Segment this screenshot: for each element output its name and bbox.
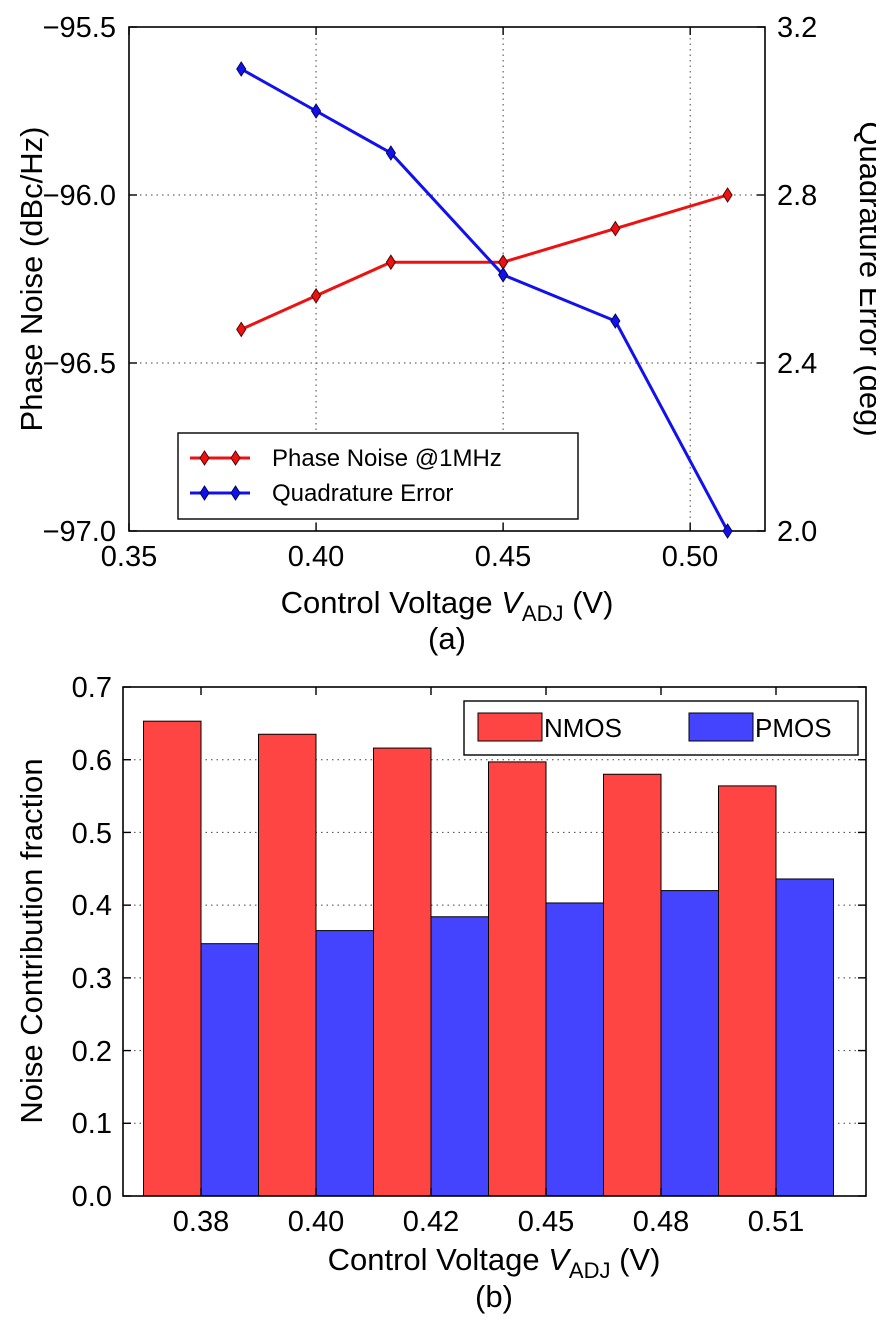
chart-b-x-tick-labels: 0.38 0.40 0.42 0.45 0.48 0.51 <box>173 1206 804 1238</box>
chart-b-caption: (b) <box>475 1279 513 1314</box>
chart-a-phase-noise-quadrature: 0.35 0.40 0.45 0.50 −95.5 −96.0 −96.5 −9… <box>14 12 876 656</box>
a-y-left-tick-label-1: −96.0 <box>43 180 116 212</box>
b-x-tick-label-1: 0.40 <box>288 1206 344 1238</box>
legend-b-pmos-swatch <box>688 712 754 742</box>
a-series-1-point-0 <box>236 61 247 77</box>
b-bar-nmos-0 <box>143 720 202 1197</box>
a-x-tick-label-1: 0.40 <box>288 541 344 573</box>
chart-a-legend-box <box>177 432 579 520</box>
legend-b-nmos-label: NMOS <box>544 713 622 743</box>
a-series-0-point-2 <box>385 254 396 271</box>
a-series-0-point-1 <box>310 287 322 304</box>
a-y-left-tick-label-2: −96.5 <box>43 348 116 380</box>
a-series-1-point-3 <box>498 266 509 283</box>
a-x-tick-label-0: 0.35 <box>101 541 157 573</box>
b-y-tick-label-1: 0.1 <box>72 1108 112 1140</box>
chart-a-legend: Phase Noise @1MHz Quadrature Error <box>177 432 579 520</box>
a-series-0-point-5 <box>722 187 733 203</box>
b-bar-pmos-3 <box>545 902 604 1197</box>
chart-a-caption: (a) <box>428 621 466 656</box>
b-bar-pmos-2 <box>430 916 489 1197</box>
legend-a-qe-label: Quadrature Error <box>272 480 453 507</box>
a-y-right-tick-label-0: 3.2 <box>777 12 817 44</box>
legend-a-qe-marker-2 <box>230 485 241 501</box>
b-x-tick-label-5: 0.51 <box>748 1206 804 1238</box>
chart-a-series <box>236 61 733 539</box>
a-series-line-0 <box>240 193 729 331</box>
b-y-tick-label-6: 0.6 <box>72 745 112 777</box>
chart-a-tick-marks <box>128 26 765 532</box>
legend-a-pn-label: Phase Noise @1MHz <box>272 445 502 472</box>
chart-b-noise-contribution: 0.0 0.1 0.2 0.3 0.4 0.5 0.6 0.7 0.38 0.4… <box>14 672 867 1314</box>
a-series-0-point-4 <box>610 220 621 237</box>
b-bar-nmos-3 <box>488 761 547 1197</box>
legend-a-pn-marker-2 <box>230 450 241 466</box>
a-series-0-point-0 <box>236 321 247 338</box>
legend-a-qe-marker-1 <box>199 485 210 501</box>
chart-b-y-tick-labels: 0.0 0.1 0.2 0.3 0.4 0.5 0.6 0.7 <box>72 672 112 1213</box>
b-x-tick-label-3: 0.45 <box>518 1206 574 1238</box>
chart-b-y-label: Noise Contribution fraction <box>14 758 49 1123</box>
b-bar-pmos-4 <box>660 890 719 1197</box>
a-xlabel-var: V <box>501 585 525 620</box>
b-bar-pmos-5 <box>775 878 834 1197</box>
legend-b-pmos-label: PMOS <box>755 713 832 743</box>
chart-b-bars <box>143 720 834 1197</box>
b-y-tick-label-5: 0.5 <box>72 818 112 850</box>
legend-b-nmos-swatch <box>477 712 543 742</box>
b-bar-nmos-5 <box>718 785 777 1197</box>
a-x-tick-label-2: 0.45 <box>475 541 531 573</box>
a-xlabel-prefix: Control Voltage <box>281 585 502 620</box>
b-bar-nmos-4 <box>603 773 662 1197</box>
a-y-left-tick-label-0: −95.5 <box>43 12 116 44</box>
chart-a-y-right-label: Quadrature Error (deg) <box>853 121 876 436</box>
a-series-1-point-4 <box>610 313 621 329</box>
b-y-tick-label-4: 0.4 <box>72 890 112 922</box>
chart-b-x-label: Control Voltage VADJ (V) <box>328 1242 661 1283</box>
b-bar-pmos-1 <box>315 930 374 1197</box>
b-xlabel-sub: ADJ <box>569 1258 611 1283</box>
b-bar-pmos-0 <box>200 943 259 1197</box>
a-series-1-point-2 <box>385 145 396 161</box>
b-xlabel-prefix: Control Voltage <box>328 1242 549 1277</box>
b-x-tick-label-0: 0.38 <box>173 1206 229 1238</box>
b-bar-nmos-1 <box>258 733 317 1197</box>
b-y-tick-label-7: 0.7 <box>72 672 112 704</box>
b-x-tick-label-4: 0.48 <box>633 1206 689 1238</box>
legend-a-pn-marker-1 <box>199 450 210 466</box>
b-x-tick-label-2: 0.42 <box>403 1206 459 1238</box>
chart-a-x-tick-labels: 0.35 0.40 0.45 0.50 <box>101 541 718 573</box>
chart-a-y-left-tick-labels: −95.5 −96.0 −96.5 −97.0 <box>43 12 116 548</box>
chart-b-legend: NMOS PMOS <box>463 700 859 756</box>
chart-b-tick-marks <box>123 686 866 1197</box>
chart-a-y-right-tick-labels: 3.2 2.8 2.4 2.0 <box>777 12 817 548</box>
chart-b-plot-frame <box>122 686 867 1197</box>
chart-a-y-left-label: Phase Noise (dBc/Hz) <box>14 127 49 432</box>
b-y-tick-label-3: 0.3 <box>72 963 112 995</box>
chart-a-plot-frame <box>128 26 766 532</box>
a-xlabel-suffix: (V) <box>563 585 613 620</box>
a-y-right-tick-label-2: 2.4 <box>777 348 817 380</box>
b-y-tick-label-2: 0.2 <box>72 1036 112 1068</box>
b-xlabel-var: V <box>548 1242 572 1277</box>
a-y-right-tick-label-1: 2.8 <box>777 180 817 212</box>
a-series-line-1 <box>240 67 729 532</box>
a-x-tick-label-3: 0.50 <box>662 541 718 573</box>
a-y-right-tick-label-3: 2.0 <box>777 516 817 548</box>
b-xlabel-suffix: (V) <box>610 1242 660 1277</box>
b-y-tick-label-0: 0.0 <box>72 1181 112 1213</box>
chart-a-x-label: Control Voltage VADJ (V) <box>281 585 614 626</box>
a-series-0-point-3 <box>498 254 509 271</box>
a-series-1-point-1 <box>310 103 322 119</box>
a-xlabel-sub: ADJ <box>522 601 564 626</box>
a-series-1-point-5 <box>722 523 733 539</box>
b-bar-nmos-2 <box>373 747 432 1197</box>
a-y-left-tick-label-3: −97.0 <box>43 516 116 548</box>
